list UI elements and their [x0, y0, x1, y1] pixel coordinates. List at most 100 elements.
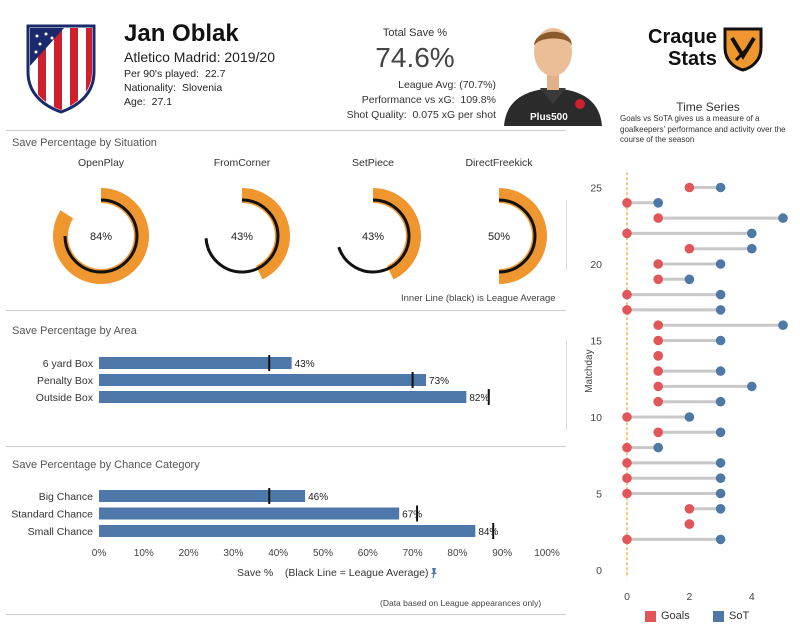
donut-label-directfreekick: DirectFreekick — [465, 157, 533, 169]
nationality-label: Nationality: — [124, 82, 176, 94]
legend-sot-swatch — [713, 611, 724, 622]
atletico-crest-logo — [26, 24, 96, 114]
chance-xlabel: Save % (Black Line = League Average) — [237, 567, 429, 579]
sot-point — [715, 396, 726, 407]
total-save-value: 74.6% — [375, 42, 455, 73]
x-tick-label: 80% — [447, 548, 467, 559]
age-value: 27.1 — [151, 96, 173, 108]
brand-line-1: Craque — [648, 26, 717, 48]
goals-point — [653, 366, 663, 376]
league-avg-text: League Avg: (70.7%) — [398, 79, 496, 91]
donut-value-label: 50% — [488, 231, 510, 243]
x-tick-label: 70% — [403, 548, 423, 559]
timeseries-description: Goals vs SoTA gives us a measure of a go… — [620, 114, 786, 144]
chance-bar-chart: Big Chance 46% Standard Chance 67% Small Cha… — [11, 488, 560, 559]
donut-label-openplay: OpenPlay — [77, 157, 125, 169]
goals-point — [653, 351, 663, 361]
bar-category-label: 6 yard Box — [43, 358, 94, 370]
bar-category-label: Standard Chance — [11, 509, 93, 521]
x-tick-label: 60% — [358, 548, 378, 559]
nationality-value: Slovenia — [181, 82, 223, 94]
bar-big-chance — [99, 490, 306, 502]
goals-point — [622, 198, 632, 208]
divider-4 — [6, 614, 566, 615]
divider-1 — [6, 130, 566, 131]
goals-point — [622, 289, 632, 300]
brand-text: Craque Stats — [648, 26, 717, 70]
per90-row: Per 90's played: 22.7 — [124, 68, 225, 80]
y-tick-label: 0 — [596, 565, 602, 577]
x-tick-label: 10% — [134, 548, 154, 559]
sot-point — [747, 243, 757, 254]
goals-point — [622, 228, 632, 239]
y-axis-label: Matchday — [584, 349, 595, 392]
x-tick-label: 20% — [179, 548, 199, 559]
sot-point — [715, 335, 726, 346]
sot-point — [715, 473, 726, 484]
situation-title: Save Percentage by Situation — [12, 137, 157, 149]
donut-label-fromcorner: FromCorner — [213, 157, 271, 169]
donut-league-avg-line-setpiece — [337, 198, 411, 274]
goals-point — [653, 274, 663, 285]
sot-point — [715, 534, 726, 545]
donut-league-avg-line-directfreekick — [498, 198, 537, 274]
legend-goals-label: Goals — [661, 610, 690, 622]
goals-point — [622, 488, 632, 499]
goals-point — [622, 534, 632, 545]
bar-outside-box — [99, 391, 467, 403]
performance-row: Performance vs xG: 109.8% — [362, 94, 496, 106]
bar-category-label: Small Chance — [28, 526, 94, 538]
donut-label-setpiece: SetPiece — [351, 157, 395, 169]
sot-point — [778, 320, 788, 330]
bar-value-label: 82% — [469, 393, 489, 404]
photo-kit-text: Plus500 — [530, 112, 568, 123]
goals-point — [653, 259, 663, 269]
donut-segment-setpiece — [373, 188, 422, 280]
timeseries-chart: 0 5 10 15 20 25 0 2 4 Matchday — [584, 172, 788, 603]
sot-point — [778, 213, 788, 223]
shot-quality-row: Shot Quality: 0.075 xG per shot — [347, 109, 496, 121]
x-tick-label: 4 — [749, 591, 755, 603]
sot-point — [684, 412, 695, 422]
bar-small-chance — [99, 525, 476, 537]
donut-league-avg-line-openplay — [63, 198, 139, 274]
donut-value-label: 84% — [90, 231, 112, 243]
x-tick-label: 2 — [686, 591, 692, 603]
donut-league-avg-line-fromcorner — [204, 198, 280, 274]
goals-point — [622, 412, 632, 422]
situation-donuts: 84% 43% 43% 50% — [53, 188, 547, 284]
sot-point — [747, 228, 757, 239]
goals-point — [684, 519, 695, 529]
sot-point — [653, 442, 663, 453]
sot-point — [747, 381, 757, 392]
bar-penalty-box — [99, 374, 427, 386]
x-tick-label: 90% — [492, 548, 512, 559]
x-tick-label: 0% — [92, 548, 107, 559]
x-tick-label: 30% — [223, 548, 243, 559]
y-tick-label: 5 — [596, 489, 602, 501]
donut-segment-openplay — [53, 188, 149, 284]
goals-point — [684, 182, 695, 193]
brand-shield-icon — [723, 27, 763, 72]
goals-point — [622, 305, 632, 315]
pin-icon[interactable] — [428, 567, 440, 579]
donut-segment-directfreekick — [499, 188, 547, 284]
goals-point — [684, 243, 695, 254]
goals-point — [622, 473, 632, 484]
situation-note: Inner Line (black) is League Average — [401, 293, 556, 304]
sot-point — [715, 305, 726, 315]
sot-point — [653, 198, 663, 208]
x-tick-label: 100% — [534, 548, 560, 559]
sot-point — [715, 289, 726, 300]
per90-value: 22.7 — [204, 68, 226, 80]
performance-label: Performance vs xG: — [361, 94, 455, 106]
bar-value-label: 67% — [402, 510, 422, 521]
y-tick-label: 10 — [590, 412, 602, 424]
bar-standard-chance — [99, 507, 400, 520]
bar-value-label: 43% — [295, 359, 315, 370]
situation-scrollbar-line — [566, 200, 567, 270]
y-tick-label: 25 — [590, 183, 602, 195]
legend-sot-label: SoT — [729, 610, 750, 622]
sot-point — [715, 259, 726, 269]
age-row: Age: 27.1 — [124, 96, 172, 108]
